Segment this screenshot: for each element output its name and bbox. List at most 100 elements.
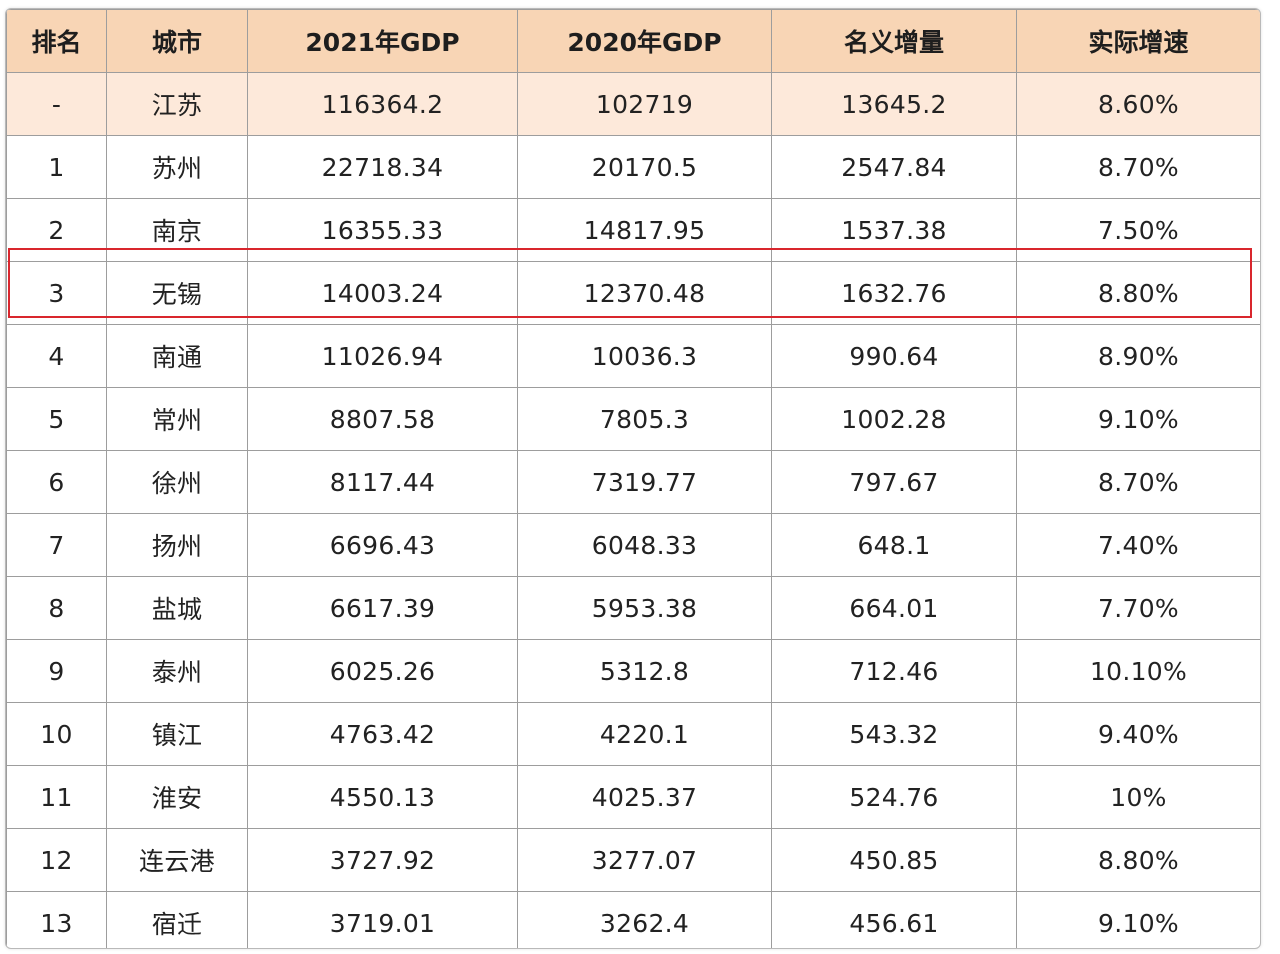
gdp-2020-cell: 6048.33 <box>517 513 772 577</box>
nominal-increase-cell: 648.1 <box>771 513 1017 577</box>
rank-cell: 1 <box>6 135 107 199</box>
real-growth-cell: 8.70% <box>1016 450 1260 514</box>
nominal-increase-cell: 990.64 <box>771 324 1017 388</box>
rank-cell: 10 <box>6 702 107 766</box>
table-row: 1 苏州 22718.34 20170.5 2547.84 8.70% <box>6 135 1260 199</box>
header-city: 城市 <box>106 9 248 73</box>
table-row: 7 扬州 6696.43 6048.33 648.1 7.40% <box>6 513 1260 577</box>
real-growth-cell: 7.70% <box>1016 576 1260 640</box>
header-rank: 排名 <box>6 9 107 73</box>
city-cell: 苏州 <box>106 135 248 199</box>
table-row: 2 南京 16355.33 14817.95 1537.38 7.50% <box>6 198 1260 262</box>
city-cell: 盐城 <box>106 576 248 640</box>
nominal-increase-cell: 1002.28 <box>771 387 1017 451</box>
gdp-2020-cell: 5953.38 <box>517 576 772 640</box>
gdp-2021-cell: 4550.13 <box>247 765 518 829</box>
real-growth-cell: 8.80% <box>1016 828 1260 892</box>
real-growth-cell: 10.10% <box>1016 639 1260 703</box>
gdp-2020-cell: 102719 <box>517 72 772 136</box>
gdp-2020-cell: 10036.3 <box>517 324 772 388</box>
city-cell: 无锡 <box>106 261 248 325</box>
gdp-2021-cell: 6025.26 <box>247 639 518 703</box>
city-cell: 淮安 <box>106 765 248 829</box>
real-growth-cell: 10% <box>1016 765 1260 829</box>
table-row-highlighted: 3 无锡 14003.24 12370.48 1632.76 8.80% <box>6 261 1260 325</box>
table-row: 6 徐州 8117.44 7319.77 797.67 8.70% <box>6 450 1260 514</box>
header-gdp-2021: 2021年GDP <box>247 9 518 73</box>
gdp-2021-cell: 8117.44 <box>247 450 518 514</box>
city-cell: 常州 <box>106 387 248 451</box>
city-cell: 南通 <box>106 324 248 388</box>
city-cell: 南京 <box>106 198 248 262</box>
real-growth-cell: 9.10% <box>1016 387 1260 451</box>
nominal-increase-cell: 664.01 <box>771 576 1017 640</box>
nominal-increase-cell: 1537.38 <box>771 198 1017 262</box>
gdp-2021-cell: 14003.24 <box>247 261 518 325</box>
gdp-2020-cell: 4025.37 <box>517 765 772 829</box>
gdp-2020-cell: 20170.5 <box>517 135 772 199</box>
city-cell: 连云港 <box>106 828 248 892</box>
real-growth-cell: 8.80% <box>1016 261 1260 325</box>
nominal-increase-cell: 2547.84 <box>771 135 1017 199</box>
rank-cell: 6 <box>6 450 107 514</box>
city-cell: 镇江 <box>106 702 248 766</box>
rank-cell: 7 <box>6 513 107 577</box>
gdp-2020-cell: 4220.1 <box>517 702 772 766</box>
table-row: 4 南通 11026.94 10036.3 990.64 8.90% <box>6 324 1260 388</box>
rank-cell: 8 <box>6 576 107 640</box>
table-row: 10 镇江 4763.42 4220.1 543.32 9.40% <box>6 702 1260 766</box>
rank-cell: 3 <box>6 261 107 325</box>
city-cell: 宿迁 <box>106 891 248 948</box>
gdp-2020-cell: 5312.8 <box>517 639 772 703</box>
nominal-increase-cell: 456.61 <box>771 891 1017 948</box>
city-cell: 扬州 <box>106 513 248 577</box>
rank-cell: 4 <box>6 324 107 388</box>
real-growth-cell: 8.90% <box>1016 324 1260 388</box>
rank-cell: 11 <box>6 765 107 829</box>
table-row: 11 淮安 4550.13 4025.37 524.76 10% <box>6 765 1260 829</box>
gdp-table-container: 排名 城市 2021年GDP 2020年GDP 名义增量 实际增速 - 江苏 1… <box>5 8 1261 949</box>
gdp-2021-cell: 6617.39 <box>247 576 518 640</box>
header-gdp-2020: 2020年GDP <box>517 9 772 73</box>
gdp-2020-cell: 7805.3 <box>517 387 772 451</box>
gdp-ranking-table: 排名 城市 2021年GDP 2020年GDP 名义增量 实际增速 - 江苏 1… <box>6 9 1260 948</box>
real-growth-cell: 7.40% <box>1016 513 1260 577</box>
gdp-2021-cell: 8807.58 <box>247 387 518 451</box>
real-growth-cell: 9.10% <box>1016 891 1260 948</box>
gdp-2021-cell: 3727.92 <box>247 828 518 892</box>
city-cell: 江苏 <box>106 72 248 136</box>
gdp-2021-cell: 22718.34 <box>247 135 518 199</box>
rank-cell: - <box>6 72 107 136</box>
gdp-2021-cell: 6696.43 <box>247 513 518 577</box>
nominal-increase-cell: 524.76 <box>771 765 1017 829</box>
real-growth-cell: 8.70% <box>1016 135 1260 199</box>
gdp-2020-cell: 14817.95 <box>517 198 772 262</box>
rank-cell: 2 <box>6 198 107 262</box>
rank-cell: 12 <box>6 828 107 892</box>
gdp-2021-cell: 116364.2 <box>247 72 518 136</box>
gdp-2021-cell: 16355.33 <box>247 198 518 262</box>
gdp-2020-cell: 12370.48 <box>517 261 772 325</box>
header-row: 排名 城市 2021年GDP 2020年GDP 名义增量 实际增速 <box>6 9 1260 73</box>
rank-cell: 9 <box>6 639 107 703</box>
gdp-2021-cell: 3719.01 <box>247 891 518 948</box>
nominal-increase-cell: 450.85 <box>771 828 1017 892</box>
table-row: 12 连云港 3727.92 3277.07 450.85 8.80% <box>6 828 1260 892</box>
nominal-increase-cell: 797.67 <box>771 450 1017 514</box>
rank-cell: 5 <box>6 387 107 451</box>
table-row: 9 泰州 6025.26 5312.8 712.46 10.10% <box>6 639 1260 703</box>
nominal-increase-cell: 543.32 <box>771 702 1017 766</box>
table-row: 8 盐城 6617.39 5953.38 664.01 7.70% <box>6 576 1260 640</box>
city-cell: 徐州 <box>106 450 248 514</box>
gdp-2020-cell: 3262.4 <box>517 891 772 948</box>
header-real-growth: 实际增速 <box>1016 9 1260 73</box>
nominal-increase-cell: 13645.2 <box>771 72 1017 136</box>
city-cell: 泰州 <box>106 639 248 703</box>
header-nominal-increase: 名义增量 <box>771 9 1017 73</box>
table-row: 5 常州 8807.58 7805.3 1002.28 9.10% <box>6 387 1260 451</box>
real-growth-cell: 9.40% <box>1016 702 1260 766</box>
real-growth-cell: 8.60% <box>1016 72 1260 136</box>
gdp-2021-cell: 11026.94 <box>247 324 518 388</box>
nominal-increase-cell: 1632.76 <box>771 261 1017 325</box>
